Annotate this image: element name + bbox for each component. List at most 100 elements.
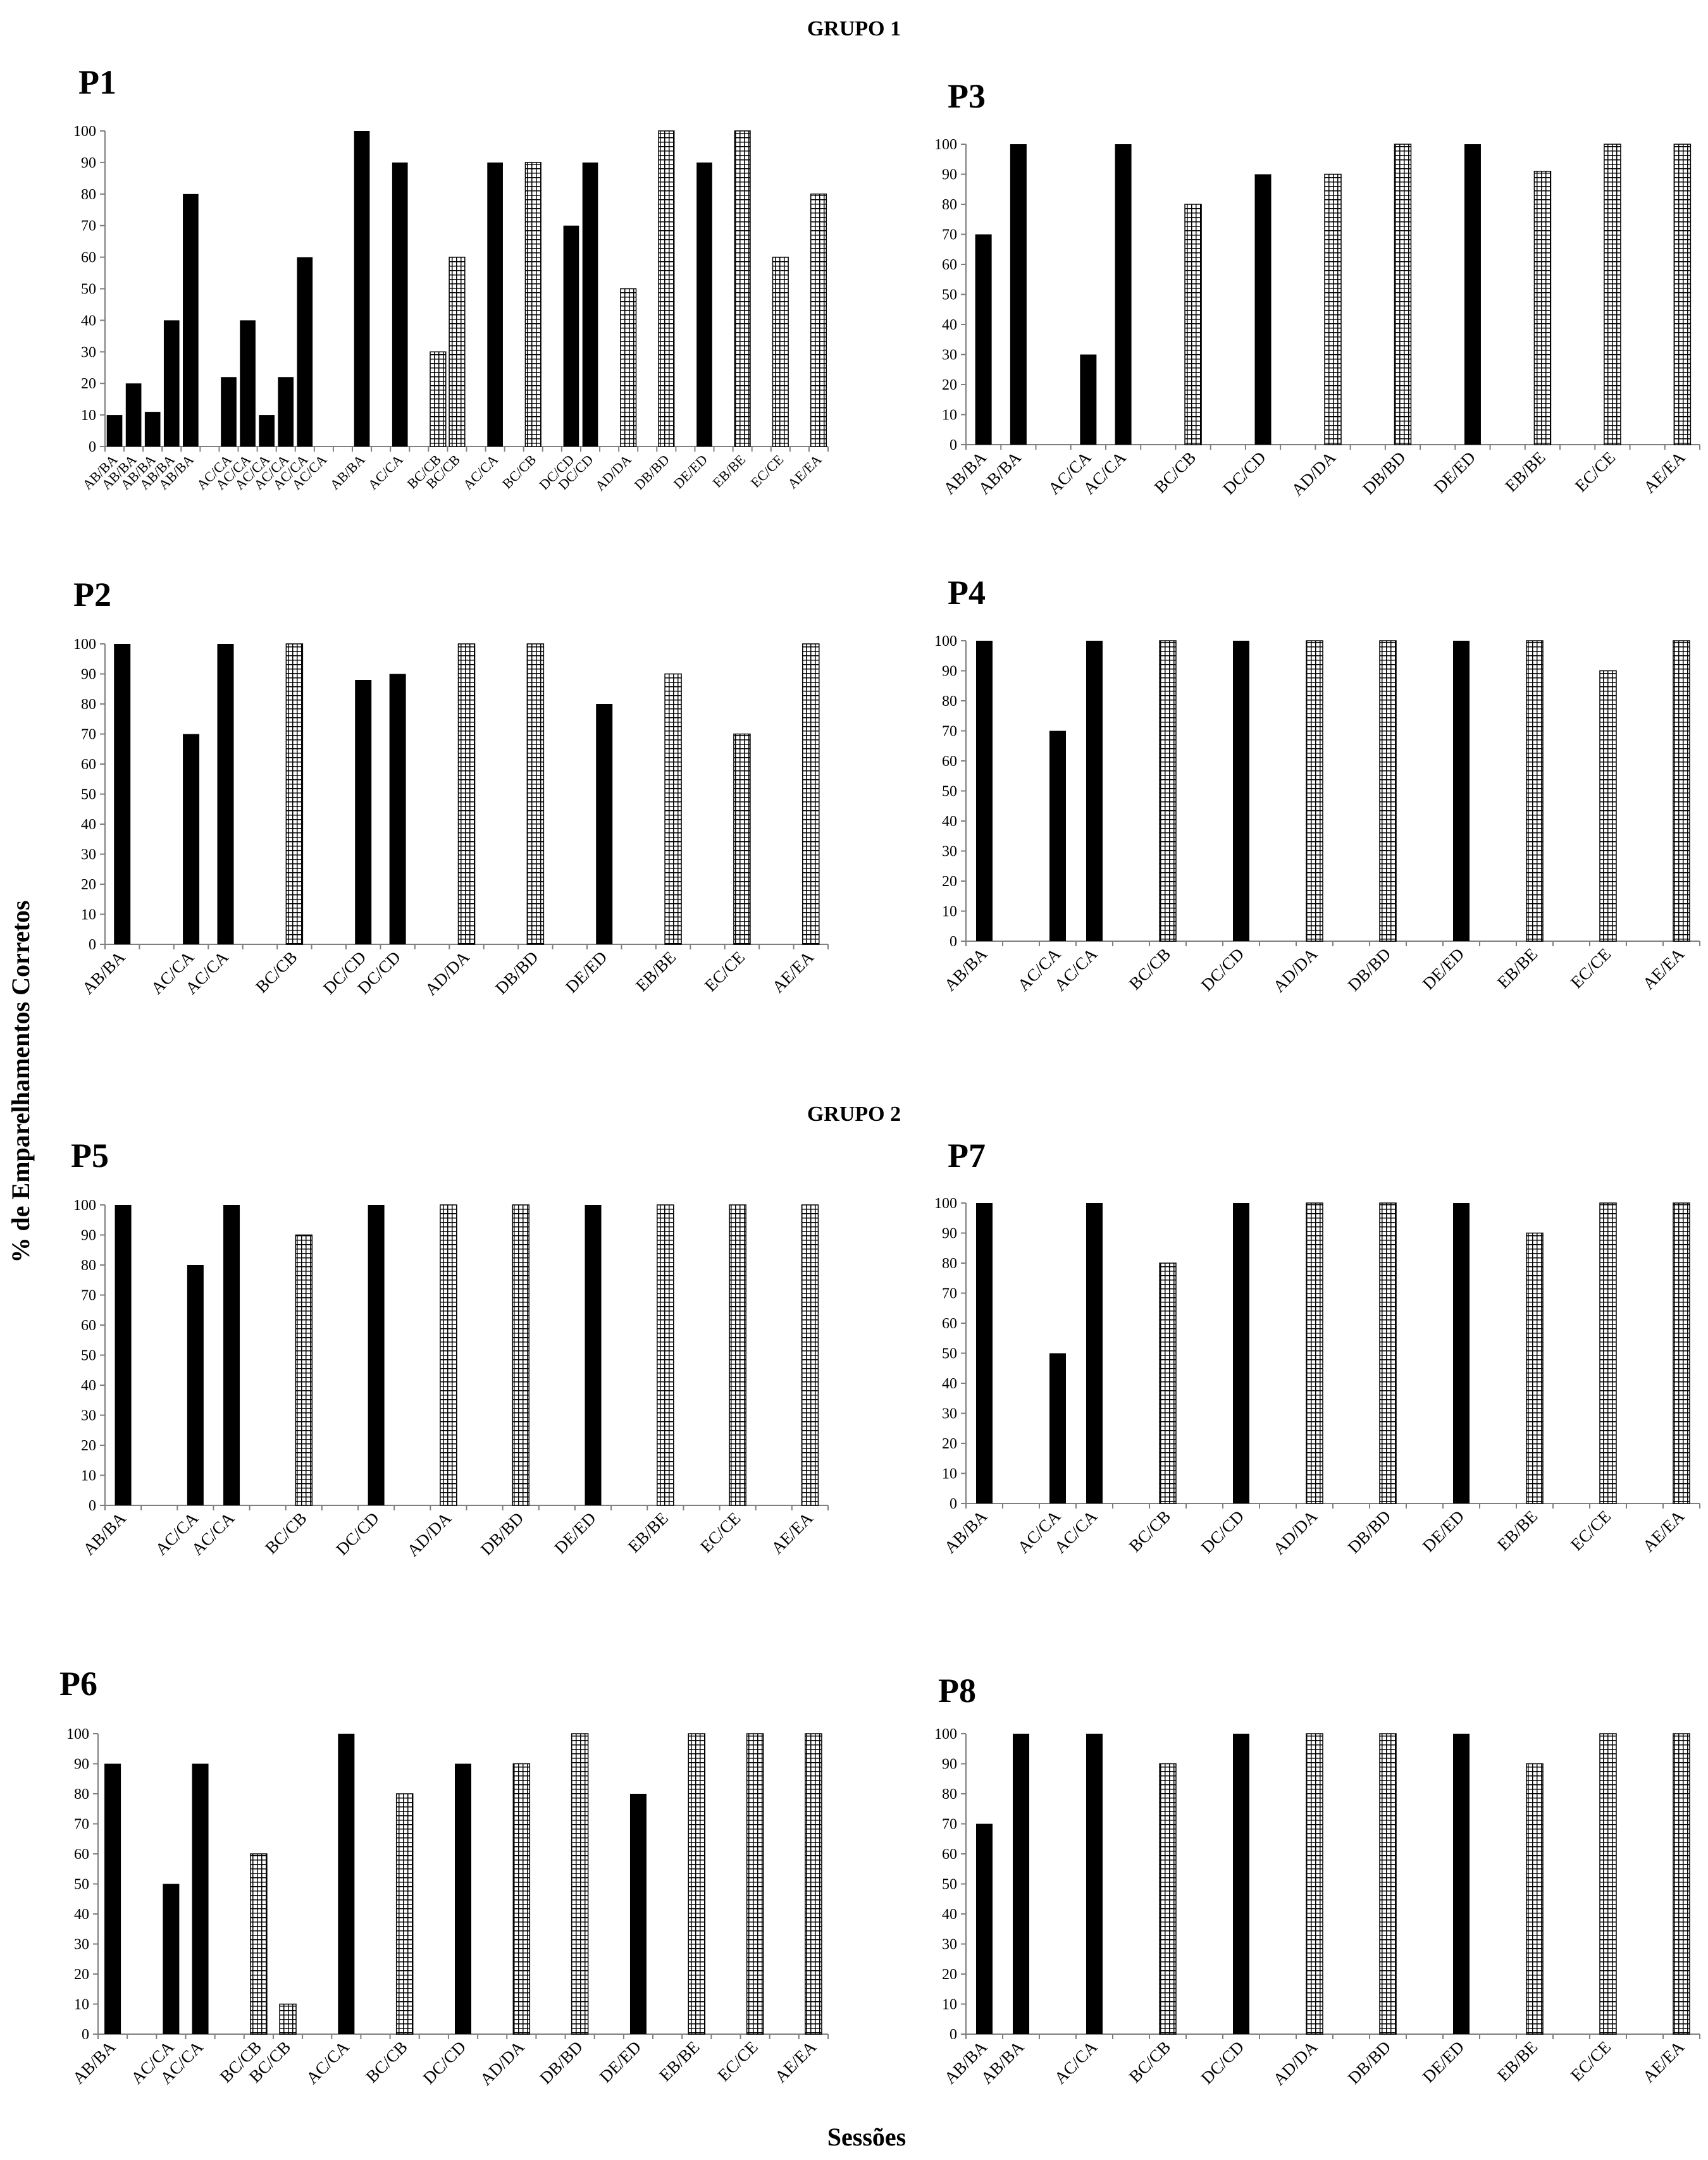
x-tick-label: EB/BE [1494, 944, 1541, 992]
y-tick-label: 60 [74, 1846, 89, 1863]
x-tick-label: DB/BD [477, 1509, 528, 1559]
y-tick-label: 30 [942, 1937, 957, 1953]
y-tick-label: 70 [74, 1817, 89, 1833]
chart-p1: P10102030405060708090100AB/BAAB/BAAB/BAA… [73, 63, 829, 494]
bar [1599, 1202, 1617, 1504]
x-tick-label: EB/BE [709, 452, 748, 491]
group1-label: GRUPO 1 [807, 17, 901, 40]
y-tick-label: 40 [81, 312, 96, 329]
x-tick-label: EC/CE [1567, 1507, 1614, 1554]
bar [1306, 1733, 1323, 2035]
y-tick-label: 30 [81, 1408, 96, 1424]
y-tick-label: 100 [66, 1726, 89, 1743]
bar [430, 351, 447, 447]
y-tick-label: 40 [942, 813, 957, 830]
bar [512, 1204, 529, 1506]
bar [772, 256, 789, 447]
y-tick-label: 20 [942, 1966, 957, 1983]
y-tick-label: 10 [81, 1468, 96, 1484]
bar [297, 257, 313, 447]
bar [192, 1763, 209, 2034]
x-tick-label: EC/CE [1571, 448, 1619, 495]
bar [620, 288, 637, 447]
y-tick-label: 70 [942, 1286, 957, 1302]
x-tick-label: AD/DA [1288, 448, 1340, 500]
bar [571, 1733, 589, 2035]
bar [1086, 1734, 1103, 2034]
bar [1013, 1734, 1029, 2034]
x-tick-label: DC/CD [332, 1509, 383, 1559]
bar [1379, 1202, 1397, 1504]
bar [221, 377, 237, 447]
y-tick-label: 90 [81, 155, 96, 171]
x-tick-label: EC/CE [714, 2037, 762, 2085]
y-tick-label: 30 [81, 344, 96, 361]
x-tick-label: DB/BD [1344, 2037, 1395, 2088]
x-tick-label: AD/DA [1270, 2037, 1321, 2089]
y-tick-label: 90 [942, 167, 957, 183]
x-tick-label: DB/BD [1344, 1507, 1395, 1557]
x-tick-label: AD/DA [403, 1509, 455, 1560]
y-tick-label: 10 [942, 904, 957, 920]
bar [106, 415, 123, 447]
bar [1254, 174, 1272, 445]
y-tick-label: 30 [942, 844, 957, 860]
y-tick-label: 10 [74, 1997, 89, 2013]
y-tick-label: 0 [82, 2027, 89, 2043]
y-tick-label: 40 [942, 317, 957, 333]
bar [114, 644, 131, 944]
x-tick-label: AE/EA [767, 1509, 817, 1558]
x-tick-label: DE/ED [1419, 2037, 1468, 2086]
bar [1159, 640, 1177, 942]
y-tick-label: 50 [942, 1877, 957, 1893]
x-tick-label: AD/DA [421, 947, 473, 999]
y-tick-label: 10 [942, 407, 957, 424]
panel-title: P7 [948, 1137, 986, 1175]
y-tick-label: 50 [81, 787, 96, 803]
bar [163, 1884, 180, 2034]
y-tick-label: 70 [81, 727, 96, 743]
bar [976, 641, 993, 941]
bar [295, 1234, 313, 1506]
bar [1673, 1733, 1690, 2035]
bar [1086, 1203, 1103, 1503]
x-tick-label: DE/ED [1430, 448, 1479, 497]
y-tick-label: 60 [81, 756, 96, 773]
y-tick-label: 60 [942, 1316, 957, 1332]
panel-title: P2 [73, 576, 111, 614]
bar [163, 320, 180, 447]
bar [1526, 1232, 1544, 1504]
y-tick-label: 90 [942, 1226, 957, 1242]
bar [114, 1205, 132, 1505]
y-axis-title: % de Emparelhamentos Corretos [6, 901, 35, 1263]
bar [1049, 1353, 1066, 1503]
x-tick-label: BC/CB [261, 1509, 310, 1557]
panel-title: P5 [71, 1137, 109, 1175]
x-tick-label: BC/CB [1125, 944, 1174, 993]
y-tick-label: 100 [73, 123, 96, 140]
bar [455, 1763, 471, 2034]
bar [440, 1204, 457, 1506]
bar [449, 256, 466, 447]
bar [240, 320, 256, 447]
panel-title: P6 [59, 1665, 97, 1703]
bar [1453, 641, 1470, 941]
bar [746, 1733, 764, 2035]
x-tick-label: DE/ED [562, 947, 610, 996]
bar [392, 162, 408, 447]
x-tick-label: AB/BA [941, 944, 991, 995]
x-tick-label: DE/ED [1419, 944, 1468, 993]
x-tick-label: AB/BA [69, 2037, 120, 2088]
y-tick-label: 10 [942, 1997, 957, 2013]
bar [729, 1204, 746, 1506]
x-tick-label: AD/DA [476, 2037, 528, 2089]
x-tick-label: EC/CE [1567, 944, 1614, 992]
bar [976, 1824, 993, 2034]
y-tick-label: 80 [81, 187, 96, 203]
x-tick-label: BC/CB [252, 947, 300, 996]
